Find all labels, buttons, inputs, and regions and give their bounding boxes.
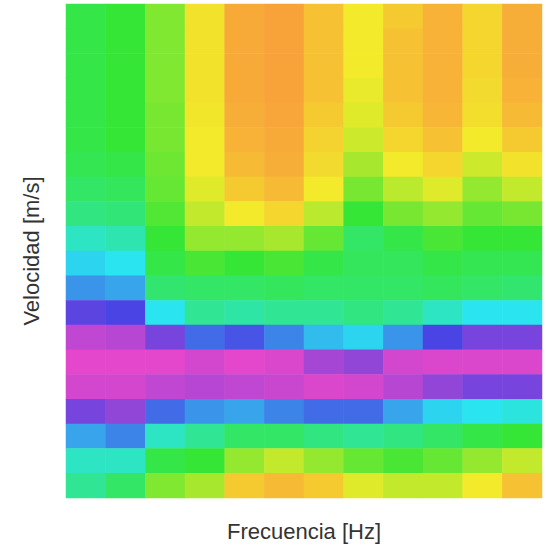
svg-text:Frecuencia [Hz]: Frecuencia [Hz]: [227, 519, 381, 544]
svg-text:Velocidad [m/s]: Velocidad [m/s]: [19, 176, 44, 325]
